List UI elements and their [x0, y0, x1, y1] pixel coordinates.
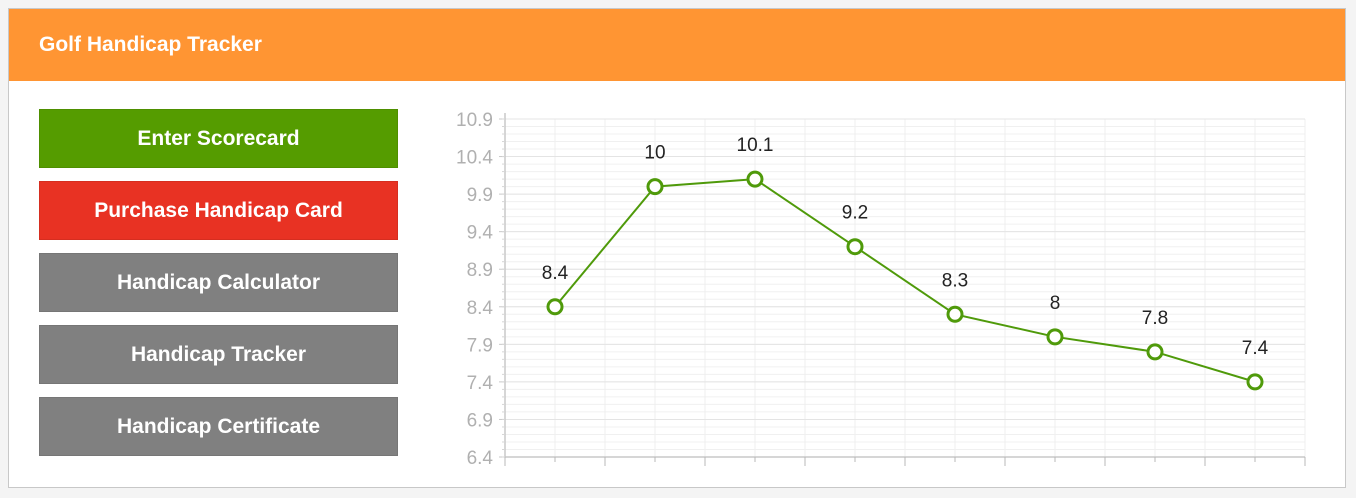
data-label: 7.4 [1242, 338, 1269, 359]
data-point [1046, 328, 1064, 346]
page-title: Golf Handicap Tracker [39, 33, 262, 56]
purchase-handicap-card-button[interactable]: Purchase Handicap Card [39, 181, 398, 240]
data-label: 10 [644, 143, 665, 164]
handicap-tracker-panel: Golf Handicap Tracker Enter Scorecard Pu… [8, 8, 1346, 488]
series-line [554, 178, 1256, 383]
data-label: 9.2 [842, 203, 868, 224]
data-label: 8.3 [942, 270, 968, 291]
data-point [846, 238, 864, 256]
data-point [946, 305, 964, 323]
y-tick-label: 6.9 [467, 410, 493, 431]
handicap-calculator-button[interactable]: Handicap Calculator [39, 253, 398, 312]
handicap-line-chart: 6.4 6.9 7.4 7.9 8.4 8.9 9.4 9.9 10.4 10.9 8.4 10 10.… [456, 110, 1306, 469]
y-tick-label: 8.9 [467, 260, 493, 281]
y-tick-label: 10.4 [456, 148, 493, 169]
nav-menu: Enter Scorecard Purchase Handicap Card H… [39, 109, 398, 469]
panel-header: Golf Handicap Tracker [9, 9, 1345, 81]
y-tick-label: 9.9 [467, 185, 493, 206]
data-label: 8.4 [542, 263, 569, 284]
data-point [746, 170, 764, 188]
data-label: 7.8 [1142, 308, 1168, 329]
y-tick-label: 8.4 [467, 298, 494, 319]
y-tick-label: 10.9 [456, 110, 493, 131]
handicap-certificate-button[interactable]: Handicap Certificate [39, 397, 398, 456]
y-tick-label: 7.9 [467, 335, 493, 356]
data-label: 10.1 [737, 135, 774, 156]
data-label: 8 [1050, 293, 1061, 314]
data-point [1146, 343, 1164, 361]
data-point [546, 298, 564, 316]
data-point [1246, 373, 1264, 391]
enter-scorecard-button[interactable]: Enter Scorecard [39, 109, 398, 168]
y-tick-label: 9.4 [467, 223, 494, 244]
y-tick-label: 7.4 [467, 373, 494, 394]
data-point [646, 178, 664, 196]
handicap-tracker-button[interactable]: Handicap Tracker [39, 325, 398, 384]
y-tick-label: 6.4 [467, 448, 494, 469]
